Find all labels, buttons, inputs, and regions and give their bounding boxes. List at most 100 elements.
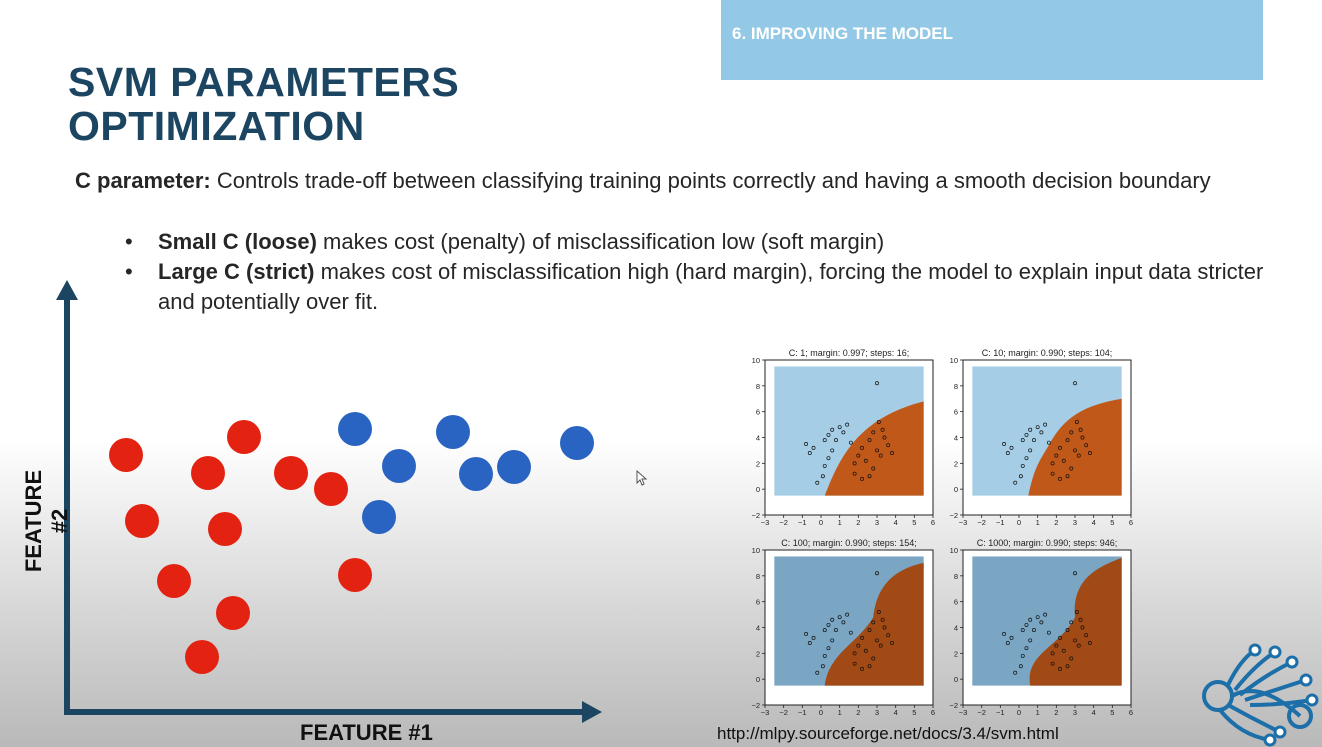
svm-data-point	[1084, 633, 1089, 638]
y-tick-label: 2	[756, 459, 760, 468]
svm-data-point	[1002, 442, 1007, 446]
svm-data-point	[1020, 438, 1025, 443]
svm-region-orange	[1028, 398, 1122, 496]
x-tick-label: 3	[875, 518, 879, 527]
blue-data-point	[382, 449, 416, 483]
svm-data-point	[860, 666, 865, 671]
svm-data-point	[867, 474, 872, 479]
y-tick-label: 8	[756, 382, 760, 391]
c-parameter-text: Controls trade-off between classifying t…	[210, 168, 1211, 193]
x-tick-label: 6	[1129, 708, 1133, 717]
svm-data-point	[1074, 610, 1079, 614]
svm-data-point	[833, 438, 838, 443]
svm-data-point	[820, 474, 825, 479]
svm-data-point	[871, 466, 876, 471]
svm-data-point	[811, 445, 816, 450]
bullet-large-c: • Large C (strict) makes cost of misclass…	[125, 259, 1264, 314]
bullet-small-c-bold: Small C (loose)	[158, 229, 317, 254]
y-tick-label: 8	[756, 572, 760, 581]
mouse-cursor-icon	[636, 470, 648, 486]
svm-data-point	[1073, 571, 1077, 576]
svm-data-point	[876, 420, 881, 424]
svm-data-point	[863, 648, 868, 653]
svm-data-point	[1058, 635, 1063, 640]
svm-data-point	[845, 612, 850, 617]
y-axis-arrow-icon	[56, 280, 78, 300]
svm-data-point	[1058, 476, 1063, 481]
svm-data-point	[1061, 458, 1066, 463]
svm-data-point	[1020, 653, 1025, 658]
y-tick-label: 0	[756, 485, 760, 494]
svm-data-point	[822, 438, 827, 443]
y-tick-label: 0	[756, 675, 760, 684]
y-tick-label: −2	[751, 511, 760, 520]
blue-data-point	[362, 500, 396, 534]
svm-data-point	[878, 453, 883, 458]
section-banner: 6. IMPROVING THE MODEL	[721, 0, 1263, 80]
y-tick-label: 4	[954, 434, 958, 443]
svm-data-point	[1050, 661, 1055, 666]
svm-data-point	[1065, 664, 1070, 669]
x-tick-label: −3	[959, 708, 968, 717]
svm-data-point	[1065, 474, 1070, 479]
network-logo-icon	[1202, 643, 1319, 747]
svm-data-point	[807, 451, 812, 455]
bullet-small-c-text: makes cost (penalty) of misclassificatio…	[316, 229, 885, 254]
x-tick-label: 5	[912, 708, 916, 717]
svm-data-point	[1076, 453, 1081, 458]
red-data-point	[208, 512, 242, 546]
feature-scatter-plot	[56, 280, 602, 723]
source-url: http://mlpy.sourceforge.net/docs/3.4/svm…	[717, 724, 1059, 743]
svm-data-point	[882, 435, 887, 440]
svm-data-point	[1031, 628, 1036, 633]
svm-data-point	[852, 651, 857, 656]
svm-plot-panel: C: 1000; margin: 0.990; steps: 946;−3 −2−…	[949, 538, 1133, 717]
svm-data-point	[1073, 448, 1077, 453]
svm-data-point	[848, 630, 853, 635]
x-tick-label: 4	[1092, 518, 1096, 527]
svm-data-point	[1024, 622, 1029, 627]
y-tick-label: −2	[751, 701, 760, 710]
y-tick-label: 4	[954, 624, 958, 633]
title-line-1: SVM PARAMETERS	[68, 59, 460, 105]
svm-data-point	[867, 438, 872, 443]
x-tick-label: 1	[838, 518, 842, 527]
svm-data-point	[875, 571, 879, 576]
blue-data-point	[459, 457, 493, 491]
svm-data-point	[875, 381, 879, 386]
svm-data-point	[822, 628, 827, 633]
svm-data-point	[815, 670, 820, 675]
svm-data-point	[826, 646, 831, 651]
x-tick-label: 3	[875, 708, 879, 717]
svm-data-point	[804, 632, 809, 636]
svm-data-point	[1020, 463, 1025, 468]
y-tick-label: −2	[949, 701, 958, 710]
svm-data-point	[811, 635, 816, 640]
x-tick-label: 3	[1073, 518, 1077, 527]
y-tick-label: 0	[954, 485, 958, 494]
svm-data-point	[889, 641, 894, 645]
svm-data-point	[845, 422, 850, 427]
svm-data-point	[837, 425, 842, 430]
x-tick-label: 4	[1092, 708, 1096, 717]
blue-data-point	[436, 415, 470, 449]
svm-data-point	[1061, 648, 1066, 653]
svm-data-point	[826, 456, 831, 461]
svm-data-point	[1005, 641, 1010, 645]
svm-plot-panel: C: 10; margin: 0.990; steps: 104;−3 −2 −1 0…	[949, 348, 1133, 527]
svm-data-point	[1039, 430, 1044, 435]
svm-data-point	[878, 643, 883, 648]
svm-data-point	[804, 442, 809, 446]
c-parameter-label: C parameter:	[75, 168, 211, 193]
title-line-2: OPTIMIZATION	[68, 103, 365, 149]
y-tick-label: 0	[954, 675, 958, 684]
y-tick-label: 2	[756, 649, 760, 658]
blue-data-point	[338, 412, 372, 446]
red-data-point	[157, 564, 191, 598]
svm-data-point	[1065, 628, 1070, 633]
svm-data-point	[1054, 453, 1059, 458]
svm-data-point	[830, 617, 835, 622]
svm-data-point	[889, 451, 894, 455]
bullet-small-c: • Small C (loose) makes cost (penalty) of…	[125, 229, 885, 254]
svm-data-point	[867, 664, 872, 669]
